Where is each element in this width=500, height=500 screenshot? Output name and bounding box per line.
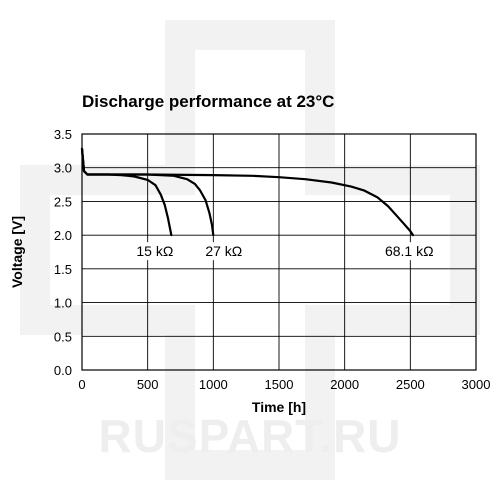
series-line-3 (80, 147, 415, 237)
chart-title: Discharge performance at 23°C (82, 92, 334, 111)
y-tick-label: 0.5 (54, 329, 72, 344)
y-tick-label: 2.5 (54, 194, 72, 209)
y-tick-label: 1.5 (54, 262, 72, 277)
x-tick-label: 2500 (396, 377, 425, 392)
y-tick-label: 0.0 (54, 363, 72, 378)
x-tick-label: 3000 (462, 377, 491, 392)
series-label-group: 27 kΩ (202, 242, 246, 261)
series-label: 15 kΩ (136, 243, 173, 259)
series-label-group: 15 kΩ (133, 242, 177, 261)
y-axis-title: Voltage [V] (9, 216, 25, 288)
watermark-text: RUSPART.RU (98, 410, 401, 462)
x-tick-label: 2000 (330, 377, 359, 392)
series-label-bg (133, 242, 177, 261)
y-tick-label: 1.0 (54, 296, 72, 311)
y-tick-label: 3.0 (54, 161, 72, 176)
y-tick-label: 3.5 (54, 127, 72, 142)
x-tick-label: 1500 (265, 377, 294, 392)
series-label: 27 kΩ (205, 243, 242, 259)
y-tick-label: 2.0 (54, 228, 72, 243)
axis-ticks: 0 500 1000 1500 2000 2500 3000 0.0 0.5 1.0 1.5 2.0 2… (54, 127, 491, 392)
plot-frame (81, 133, 477, 371)
x-tick-label: 500 (137, 377, 159, 392)
series-label-bg (202, 242, 246, 261)
series-label: 68.1 kΩ (385, 243, 434, 259)
x-tick-label: 0 (78, 377, 85, 392)
x-axis-title: Time [h] (252, 399, 306, 415)
series-group (80, 147, 415, 237)
series-labels: 15 kΩ 27 kΩ 68.1 kΩ (133, 242, 437, 261)
watermark: RUSPART.RU (20, 20, 480, 480)
x-tick-label: 1000 (199, 377, 228, 392)
series-label-bg (381, 242, 437, 261)
series-label-group: 68.1 kΩ (381, 242, 437, 261)
